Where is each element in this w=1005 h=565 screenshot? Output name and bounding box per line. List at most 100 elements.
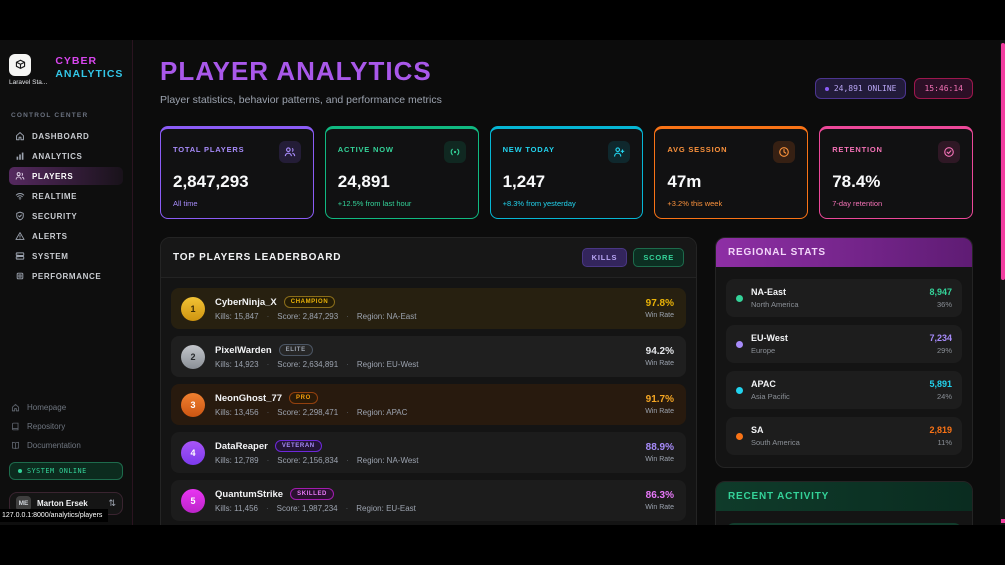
right-column: REGIONAL STATS NA-East North America 8,9… [715,237,973,525]
sidebar-item-dashboard[interactable]: DASHBOARD [9,127,123,145]
book-icon [11,422,20,431]
users-icon [15,171,25,181]
sidebar-footer: Homepage Repository Documentation SYSTEM… [9,399,123,515]
stat-value: 78.4% [832,172,881,191]
region-subtitle: South America [751,438,800,447]
player-stats: Kills: 12,789 · Score: 2,156,834 · Region:… [215,456,419,465]
region-value: 2,819 [929,425,952,435]
region-name: SA [751,425,764,435]
player-stats: Kills: 14,923 · Score: 2,634,891 · Region:… [215,360,419,369]
link-documentation[interactable]: Documentation [9,437,123,454]
leaderboard-row-3[interactable]: 3 NeonGhost_77 PRO Kills: 13,456 · Score:… [171,384,686,425]
link-repository[interactable]: Repository [9,418,123,435]
tier-badge: SKILLED [290,488,334,500]
region-name: EU-West [751,333,788,343]
tier-badge: VETERAN [274,440,322,452]
bar-chart-icon [15,151,25,161]
player-name: NeonGhost_77 [215,392,283,404]
win-rate-label: Win Rate [645,456,674,463]
status-dot-icon [18,469,22,473]
stat-note: +8.3% from yesterday [502,199,576,208]
stat-note: 7-day retention [832,199,883,208]
leaderboard-row-4[interactable]: 4 DataReaper VETERAN Kills: 12,789 · Scor… [171,432,686,473]
player-name: DataReaper [215,440,268,452]
region-dot-icon [736,386,743,394]
footer-link-label: Repository [27,422,66,431]
clock-badge: 15:46:14 [914,78,973,99]
regional-stats-panel: REGIONAL STATS NA-East North America 8,9… [715,237,973,468]
online-count-badge: 24,891 ONLINE [814,78,907,99]
page-header: PLAYER ANALYTICS Player statistics, beha… [160,56,973,106]
region-dot-icon [736,294,743,302]
kills-toggle-button[interactable]: KILLS [581,248,628,267]
score-toggle-button[interactable]: SCORE [633,248,684,267]
region-dot-icon [736,340,743,348]
page-title: PLAYER ANALYTICS [160,56,432,86]
stat-card-retention: RETENTION 78.4% 7-day retention [819,126,973,219]
status-url-bar: 127.0.0.1:8000/analytics/players [0,509,109,522]
stat-note: +12.5% from last hour [337,199,412,208]
recent-activity-title: RECENT ACTIVITY [728,491,830,502]
user-name: Marton Ersek [37,499,88,508]
activity-item-achievement: ACHIEVEMENT UNLOCKED CyberNinja_X earned… [726,523,962,525]
sidebar-item-realtime[interactable]: REALTIME [9,187,123,205]
region-subtitle: Europe [751,346,776,355]
stat-value: 24,891 [337,172,390,191]
region-percent: 24% [936,392,952,401]
stat-card-active-now: ACTIVE NOW 24,891 +12.5% from last hour [324,126,479,219]
stat-card-total-players: TOTAL PLAYERS 2,847,293 All time [160,126,314,219]
stat-card-new-today: NEW TODAY 1,247 +8.3% from yesterday [489,126,644,219]
brand-block: Laravel Sta... CYBER ANALYTICS [9,54,123,86]
tier-badge: PRO [289,392,318,404]
win-rate-label: Win Rate [645,360,674,367]
stat-value: 1,247 [502,172,546,191]
sidebar-item-label: DASHBOARD [32,131,90,141]
stat-label: RETENTION [832,145,883,154]
regional-stats-title: REGIONAL STATS [728,247,826,258]
player-name: CyberNinja_X [215,296,277,308]
main-nav: CONTROL CENTER DASHBOARD ANALYTICS PLAYE… [9,112,123,287]
player-stats: Kills: 15,847 · Score: 2,847,293 · Region:… [215,312,417,321]
wifi-icon [15,191,25,201]
leaderboard-row-5[interactable]: 5 QuantumStrike SKILLED Kills: 11,456 · S… [171,480,686,521]
stat-value: 47m [667,172,702,191]
player-stats: Kills: 13,456 · Score: 2,298,471 · Region:… [215,408,408,417]
alert-triangle-icon [15,231,25,241]
stat-value: 2,847,293 [173,172,249,191]
stat-label: NEW TODAY [502,145,555,154]
sidebar-item-alerts[interactable]: ALERTS [9,227,123,245]
leaderboard-row-2[interactable]: 2 PixelWarden ELITE Kills: 14,923 · Score… [171,336,686,377]
player-name: PixelWarden [215,344,272,356]
region-percent: 36% [936,300,952,309]
region-subtitle: North America [751,300,799,309]
leaderboard-row-1[interactable]: 1 CyberNinja_X CHAMPION Kills: 15,847 · S… [171,288,686,329]
online-count: 24,891 ONLINE [833,84,897,93]
player-name: QuantumStrike [215,488,284,500]
sidebar-item-performance[interactable]: PERFORMANCE [9,267,123,285]
rank-badge: 5 [181,488,205,513]
scrollbar-track[interactable] [1000,40,1005,525]
win-rate-value: 86.3% [645,490,674,501]
logo-caption: Laravel Sta... [9,79,48,86]
scrollbar-thumb[interactable] [1001,43,1005,280]
online-dot-icon [824,86,829,91]
stat-label: AVG SESSION [667,145,728,154]
scrollbar-end-marker [1001,519,1005,523]
region-value: 7,234 [929,333,952,343]
win-rate-value: 94.2% [645,346,674,357]
sidebar-item-label: SECURITY [32,211,78,221]
home-icon [11,403,20,412]
system-status-badge: SYSTEM ONLINE [9,462,123,480]
stat-label: TOTAL PLAYERS [173,145,245,154]
sidebar-item-system[interactable]: SYSTEM [9,247,123,265]
sidebar-item-analytics[interactable]: ANALYTICS [9,147,123,165]
sidebar-item-players[interactable]: PLAYERS [9,167,123,185]
win-rate-value: 97.8% [645,298,674,309]
rank-badge: 3 [181,392,205,417]
region-name: APAC [751,379,776,389]
link-homepage[interactable]: Homepage [9,399,123,416]
rank-badge: 1 [181,296,205,321]
server-icon [15,251,25,261]
sidebar-item-security[interactable]: SECURITY [9,207,123,225]
leaderboard-title: TOP PLAYERS LEADERBOARD [173,252,342,263]
